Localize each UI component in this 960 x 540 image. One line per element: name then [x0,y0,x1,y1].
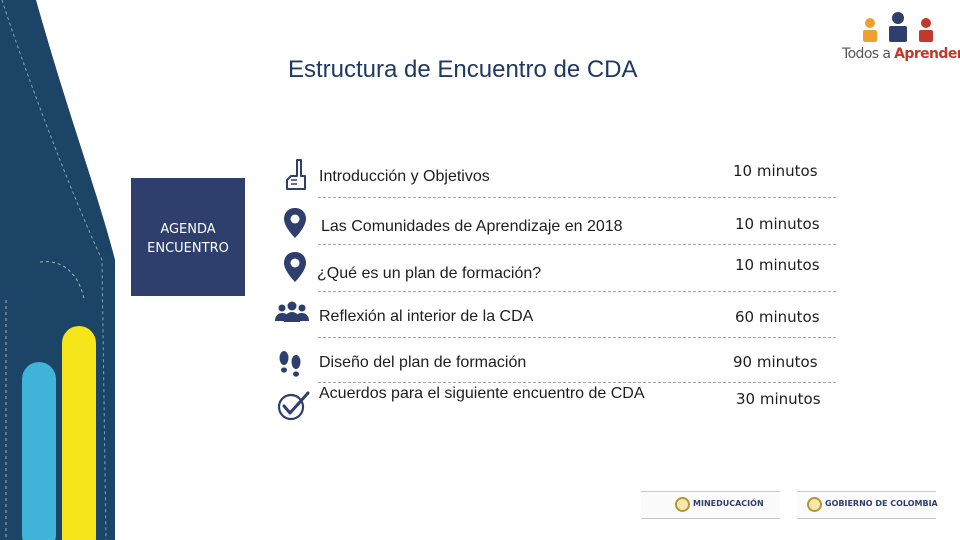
location-pin-icon [284,208,306,238]
yellow-bar [62,326,96,540]
agenda-item-label: Reflexión al interior de la CDA [319,308,534,325]
agenda-item-label: Diseño del plan de formación [319,354,527,371]
item-divider [318,291,836,292]
agenda-item-time: 90 minutos [733,353,818,371]
location-pin-icon [284,252,306,282]
agenda-item-label: ¿Qué es un plan de formación? [317,265,542,282]
mineducacion-text: MINEDUCACIÓN [693,499,764,508]
item-divider [318,197,836,198]
logo-figures-icon [863,12,933,42]
agenda-item-time: 10 minutos [735,215,820,233]
logo-text-bold: Aprender 2.0 [894,46,960,62]
agenda-line-2: ENCUENTRO [147,241,229,256]
logo-text-prefix: Todos a [842,46,895,62]
item-divider [318,382,836,383]
item-divider [318,337,836,338]
agenda-item-label: Introducción y Objetivos [319,168,490,185]
people-group-icon [275,301,309,322]
footprints-icon [279,351,301,377]
coat-of-arms-icon [675,497,690,512]
gobierno-de-colombia-logo: GOBIERNO DE COLOMBIA [797,491,938,519]
navy-band [0,0,115,540]
agenda-box [131,178,245,296]
coat-of-arms-icon [807,497,822,512]
mineducacion-logo: MINEDUCACIÓN [641,491,780,519]
item-divider [318,244,836,245]
agenda-item-label: Acuerdos para el siguiente encuentro de … [319,385,645,402]
agenda-item-time: 10 minutos [733,162,818,180]
hand-pointing-icon [286,159,306,190]
logo-text: Todos a Aprender 2.0 [842,46,960,62]
agenda-label: AGENDA ENCUENTRO [131,220,245,258]
agenda-item-time: 30 minutos [736,390,821,408]
agenda-item-label: Las Comunidades de Aprendizaje en 2018 [321,218,623,235]
agenda-item-time: 10 minutos [735,256,820,274]
gobierno-text: GOBIERNO DE COLOMBIA [825,499,938,508]
check-circle-icon [277,391,310,421]
agenda-line-1: AGENDA [160,222,216,237]
page-title: Estructura de Encuentro de CDA [288,56,638,83]
agenda-item-time: 60 minutos [735,308,820,326]
cyan-bar [22,362,56,540]
todos-a-aprender-logo: Todos a Aprender 2.0 [842,10,960,68]
